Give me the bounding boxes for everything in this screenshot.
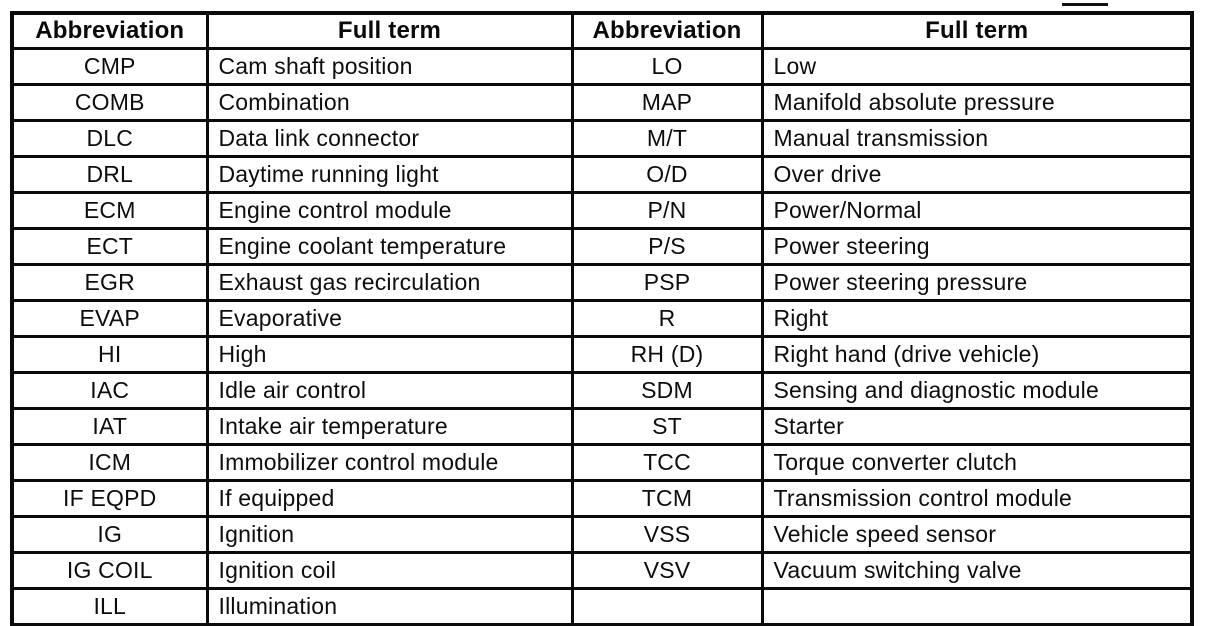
abbreviation-cell: IF EQPD [10,479,209,518]
full-term-cell: Idle air control [205,371,574,410]
full-term-cell: Torque converter clutch [760,443,1194,482]
full-term-cell: Transmission control module [760,479,1194,518]
table-row: DRL Daytime running light O/D Over drive [10,155,1194,194]
abbreviation-cell: COMB [10,83,209,122]
header-full-term-right: Full term [760,11,1194,50]
abbreviation-cell: IAC [10,371,209,410]
full-term-cell: Manifold absolute pressure [760,83,1194,122]
abbreviation-cell: DLC [10,119,209,158]
abbreviation-cell: ICM [10,443,209,482]
table-row: IAC Idle air control SDM Sensing and dia… [10,371,1194,410]
table-row: IG COIL Ignition coil VSV Vacuum switchi… [10,551,1194,590]
abbreviation-cell: ST [570,407,764,446]
full-term-cell [760,587,1194,626]
full-term-cell: Combination [205,83,574,122]
abbreviation-cell: TCM [570,479,764,518]
full-term-cell: Illumination [205,587,574,626]
abbreviation-cell: CMP [10,47,209,86]
header-full-term-left: Full term [205,11,574,50]
abbreviation-cell: PSP [570,263,764,302]
abbreviation-cell: IG COIL [10,551,209,590]
abbreviation-cell: DRL [10,155,209,194]
abbreviation-cell: IAT [10,407,209,446]
table-row: IF EQPD If equipped TCM Transmission con… [10,479,1194,518]
abbreviation-cell: P/S [570,227,764,266]
abbreviation-cell: IG [10,515,209,554]
abbreviation-cell: M/T [570,119,764,158]
table-header-row: Abbreviation Full term Abbreviation Full… [10,11,1194,50]
abbreviation-cell: EVAP [10,299,209,338]
header-abbreviation-left: Abbreviation [10,11,209,50]
abbreviation-cell: MAP [570,83,764,122]
full-term-cell: Immobilizer control module [205,443,574,482]
table-row: ILL Illumination [10,587,1194,626]
abbreviation-cell: VSV [570,551,764,590]
full-term-cell: High [205,335,574,374]
abbreviation-cell [570,587,764,626]
full-term-cell: Engine coolant temperature [205,227,574,266]
table-row: ECT Engine coolant temperature P/S Power… [10,227,1194,266]
table-row: ICM Immobilizer control module TCC Torqu… [10,443,1194,482]
abbreviation-table: Abbreviation Full term Abbreviation Full… [10,11,1194,626]
full-term-cell: Cam shaft position [205,47,574,86]
full-term-cell: Daytime running light [205,155,574,194]
full-term-cell: Data link connector [205,119,574,158]
abbreviation-cell: LO [570,47,764,86]
table-row: EGR Exhaust gas recirculation PSP Power … [10,263,1194,302]
full-term-cell: Ignition [205,515,574,554]
abbreviation-cell: VSS [570,515,764,554]
table-row: IAT Intake air temperature ST Starter [10,407,1194,446]
table-row: EVAP Evaporative R Right [10,299,1194,338]
abbreviation-cell: ILL [10,587,209,626]
abbreviation-cell: ECT [10,227,209,266]
full-term-cell: Right hand (drive vehicle) [760,335,1194,374]
full-term-cell: Exhaust gas recirculation [205,263,574,302]
full-term-cell: Power/Normal [760,191,1194,230]
abbreviation-cell: EGR [10,263,209,302]
abbreviation-cell: RH (D) [570,335,764,374]
abbreviation-cell: TCC [570,443,764,482]
full-term-cell: Power steering [760,227,1194,266]
table-row: IG Ignition VSS Vehicle speed sensor [10,515,1194,554]
full-term-cell: Power steering pressure [760,263,1194,302]
scan-artifact-mark [1062,3,1108,6]
header-abbreviation-right: Abbreviation [570,11,764,50]
full-term-cell: Low [760,47,1194,86]
full-term-cell: Vacuum switching valve [760,551,1194,590]
full-term-cell: Starter [760,407,1194,446]
full-term-cell: Manual transmission [760,119,1194,158]
full-term-cell: Ignition coil [205,551,574,590]
abbreviation-cell: SDM [570,371,764,410]
full-term-cell: Right [760,299,1194,338]
abbreviation-cell: ECM [10,191,209,230]
full-term-cell: Vehicle speed sensor [760,515,1194,554]
full-term-cell: Evaporative [205,299,574,338]
full-term-cell: Engine control module [205,191,574,230]
abbreviation-cell: O/D [570,155,764,194]
table-row: HI High RH (D) Right hand (drive vehicle… [10,335,1194,374]
full-term-cell: Sensing and diagnostic module [760,371,1194,410]
full-term-cell: Intake air temperature [205,407,574,446]
abbreviation-cell: P/N [570,191,764,230]
full-term-cell: If equipped [205,479,574,518]
abbreviation-cell: HI [10,335,209,374]
table-row: DLC Data link connector M/T Manual trans… [10,119,1194,158]
abbreviation-cell: R [570,299,764,338]
table-row: ECM Engine control module P/N Power/Norm… [10,191,1194,230]
table-row: COMB Combination MAP Manifold absolute p… [10,83,1194,122]
full-term-cell: Over drive [760,155,1194,194]
table-row: CMP Cam shaft position LO Low [10,47,1194,86]
